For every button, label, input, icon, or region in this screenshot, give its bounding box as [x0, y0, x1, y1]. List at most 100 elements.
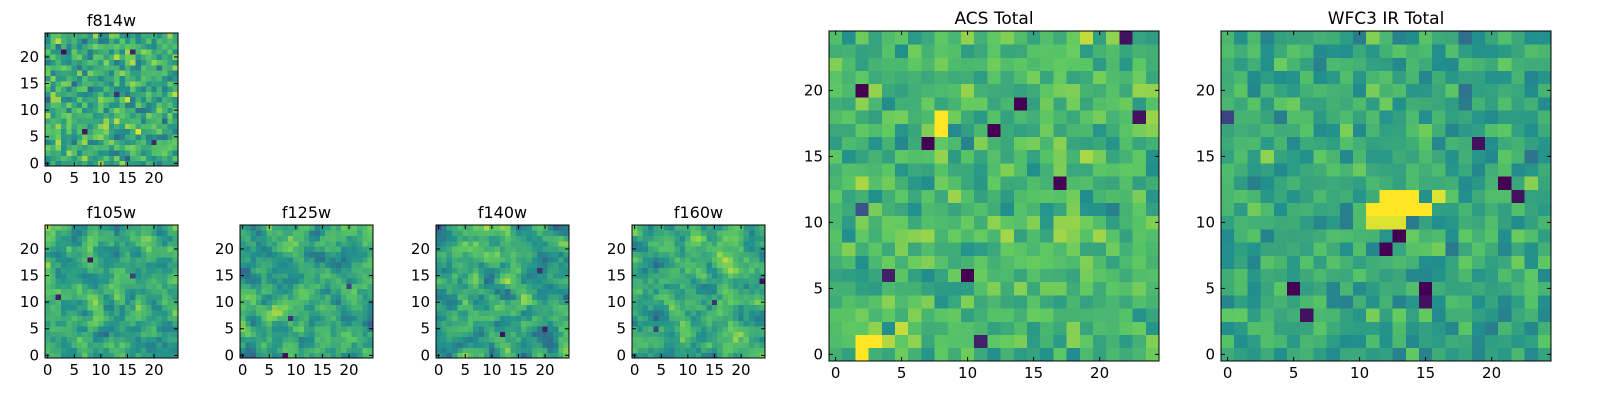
heatmap-cell: [1119, 308, 1133, 322]
heatmap-cell: [494, 267, 501, 274]
heatmap-cell: [483, 294, 490, 300]
heatmap-cell: [1353, 176, 1367, 190]
heatmap-cell: [277, 331, 283, 338]
heatmap-cell: [167, 96, 174, 103]
heatmap-cell: [87, 304, 94, 311]
heatmap-cell: [754, 336, 761, 343]
heatmap-cell: [733, 315, 739, 322]
heatmap-cell: [335, 288, 342, 295]
heatmap-cell: [637, 278, 644, 284]
heatmap-cell: [66, 150, 72, 156]
heatmap-cell: [124, 267, 131, 274]
heatmap-cell: [908, 149, 922, 164]
heatmap-cell: [663, 246, 670, 252]
heatmap-cell: [759, 267, 766, 274]
heatmap-cell: [663, 347, 670, 354]
heatmap-cell: [1287, 57, 1301, 71]
heatmap-cell: [309, 246, 315, 252]
heatmap-cell: [1537, 334, 1552, 349]
heatmap-cell: [156, 230, 163, 237]
heatmap-cell: [124, 118, 131, 124]
heatmap-cell: [1273, 123, 1288, 137]
heatmap-cell: [1221, 31, 1235, 45]
heatmap-cell: [293, 299, 299, 306]
heatmap-cell: [1445, 295, 1459, 309]
heatmap-cell: [446, 294, 453, 300]
heatmap-cell: [240, 267, 246, 274]
heatmap-cell: [553, 283, 559, 290]
heatmap-cell: [108, 225, 115, 231]
heatmap-cell: [135, 128, 142, 135]
heatmap-cell: [690, 352, 697, 359]
heatmap-cell: [357, 240, 363, 247]
heatmap-cell: [1471, 202, 1486, 217]
heatmap-cell: [547, 246, 554, 252]
heatmap-cell: [92, 33, 99, 39]
heatmap-cell: [499, 251, 506, 258]
heatmap-cell: [172, 240, 179, 247]
heatmap-cell: [727, 262, 734, 268]
heatmap-cell: [1300, 268, 1314, 283]
heatmap-cell: [1313, 57, 1327, 71]
heatmap-cell: [50, 326, 57, 332]
heatmap-cell: [669, 246, 675, 252]
heatmap-cell: [124, 240, 131, 247]
heatmap-cell: [961, 57, 975, 71]
heatmap-cell: [679, 326, 686, 332]
heatmap-cell: [1524, 321, 1539, 335]
heatmap-cell: [1287, 255, 1301, 269]
heatmap-cell: [1524, 334, 1539, 349]
heatmap-cell: [1419, 229, 1433, 243]
heatmap-cell: [653, 299, 659, 306]
heatmap-cell: [1537, 255, 1552, 269]
heatmap-cell: [45, 64, 51, 71]
heatmap-cell: [108, 75, 115, 82]
heatmap-cell: [947, 295, 962, 309]
heatmap-cell: [303, 326, 310, 332]
heatmap-cell: [1353, 136, 1367, 151]
heatmap-cell: [114, 43, 120, 50]
heatmap-cell: [266, 294, 273, 300]
heatmap-cell: [135, 294, 142, 300]
heatmap-cell: [357, 304, 363, 311]
heatmap-cell: [303, 315, 310, 322]
heatmap-cell: [1079, 189, 1094, 203]
heatmap-cell: [685, 251, 691, 258]
heatmap-cell: [346, 267, 353, 274]
heatmap-cell: [1405, 255, 1420, 269]
heatmap-cell: [1287, 347, 1301, 362]
heatmap-cell: [130, 59, 136, 66]
heatmap-cell: [499, 283, 506, 290]
heatmap-cell: [250, 240, 257, 247]
heatmap-cell: [441, 288, 448, 295]
heatmap-cell: [1366, 229, 1380, 243]
heatmap-cell: [1106, 242, 1120, 256]
heatmap-cell: [357, 256, 363, 263]
heatmap-cell: [255, 315, 262, 322]
heatmap-cell: [531, 352, 538, 359]
heatmap-cell: [895, 242, 909, 256]
heatmap-cell: [743, 315, 750, 322]
heatmap-cell: [494, 272, 501, 279]
heatmap-cell: [553, 225, 559, 231]
heatmap-cell: [457, 272, 463, 279]
heatmap-cell: [103, 225, 110, 231]
heatmap-cell: [553, 256, 559, 263]
heatmap-cell: [663, 352, 670, 359]
heatmap-cell: [706, 225, 713, 231]
heatmap-cell: [1053, 44, 1067, 58]
heatmap-cell: [351, 299, 358, 306]
heatmap-cell: [499, 310, 506, 316]
heatmap-cell: [987, 321, 1001, 335]
heatmap-cell: [632, 278, 638, 284]
heatmap-cell: [441, 230, 448, 237]
heatmap-cell: [658, 294, 665, 300]
heatmap-cell: [1145, 110, 1160, 124]
heatmap-cell: [357, 347, 363, 354]
heatmap-cell: [1498, 136, 1512, 151]
heatmap-cell: [1106, 176, 1120, 190]
heatmap-cell: [55, 123, 62, 130]
heatmap-cell: [510, 331, 517, 338]
heatmap-cell: [478, 267, 485, 274]
heatmap-cell: [250, 320, 257, 327]
